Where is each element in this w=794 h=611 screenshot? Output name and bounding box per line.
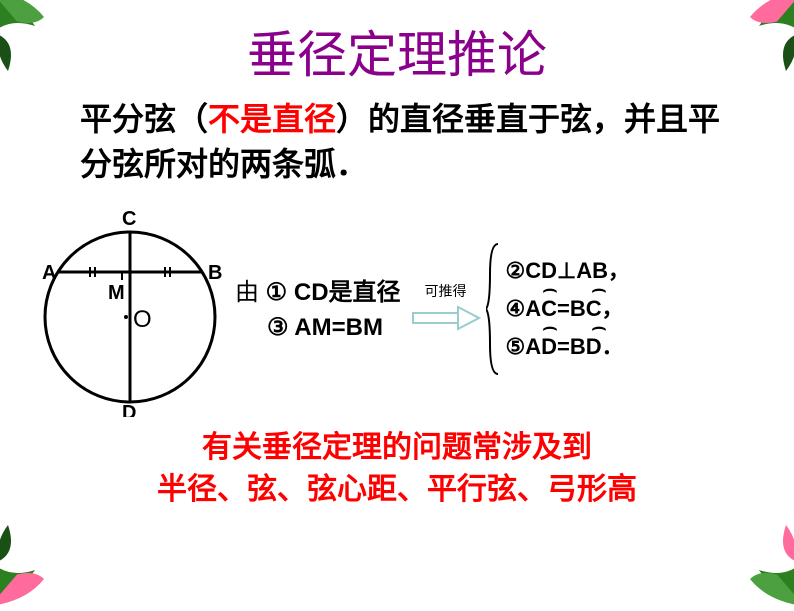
implication-arrow: 可推得 xyxy=(411,281,481,333)
label-O: O xyxy=(133,306,152,333)
diagram-row: A B C D M O 由 ① CD是直径 ③ AM=BM xyxy=(0,187,794,417)
cond-prefix: 由 xyxy=(235,279,259,306)
cond3-text: AM=BM xyxy=(294,314,383,341)
r4-num: ④ xyxy=(506,296,526,321)
cond3-num: ③ xyxy=(267,314,289,341)
arc4-2: ⌢ xyxy=(591,279,606,300)
label-B: B xyxy=(208,262,222,284)
label-D: D xyxy=(122,402,136,417)
label-C: C xyxy=(122,208,136,230)
slide-title: 垂径定理推论 xyxy=(0,0,794,87)
arrow-label: 可推得 xyxy=(425,281,467,301)
arc4-1: ⌢ xyxy=(542,279,557,300)
arc5-2: ⌢ xyxy=(591,317,606,338)
theorem-pre: 平分弦（ xyxy=(80,101,208,137)
theorem-highlight: 不是直径 xyxy=(208,101,336,137)
footer-line1: 有关垂径定理的问题常涉及到 xyxy=(20,427,774,469)
arrow-icon xyxy=(411,303,481,333)
label-M: M xyxy=(108,282,125,304)
cond1-text: CD是直径 xyxy=(294,279,401,306)
r2-num: ② xyxy=(506,258,526,283)
results: ②CD⊥AB， ④⌢⌢AC=BC， ⑤⌢⌢AD=BD． xyxy=(491,247,630,367)
footer-note: 有关垂径定理的问题常涉及到 半径、弦、弦心距、平行弦、弓形高 xyxy=(0,417,794,511)
logic-content: 由 ① CD是直径 ③ AM=BM 可推得 xyxy=(230,247,764,367)
circle-diagram: A B C D M O xyxy=(30,197,230,417)
label-A: A xyxy=(42,262,56,284)
slide-content: 垂径定理推论 平分弦（不是直径）的直径垂直于弦，并且平 分弦所对的两条弧． A … xyxy=(0,0,794,596)
footer-line2: 半径、弦、弦心距、平行弦、弓形高 xyxy=(20,469,774,511)
theorem-text: 平分弦（不是直径）的直径垂直于弦，并且平 分弦所对的两条弧． xyxy=(0,87,794,187)
brace-icon xyxy=(486,239,501,379)
arc5-1: ⌢ xyxy=(542,317,557,338)
cond1-num: ① xyxy=(266,279,288,306)
r5-num: ⑤ xyxy=(506,334,526,359)
conditions: 由 ① CD是直径 ③ AM=BM xyxy=(230,266,401,348)
